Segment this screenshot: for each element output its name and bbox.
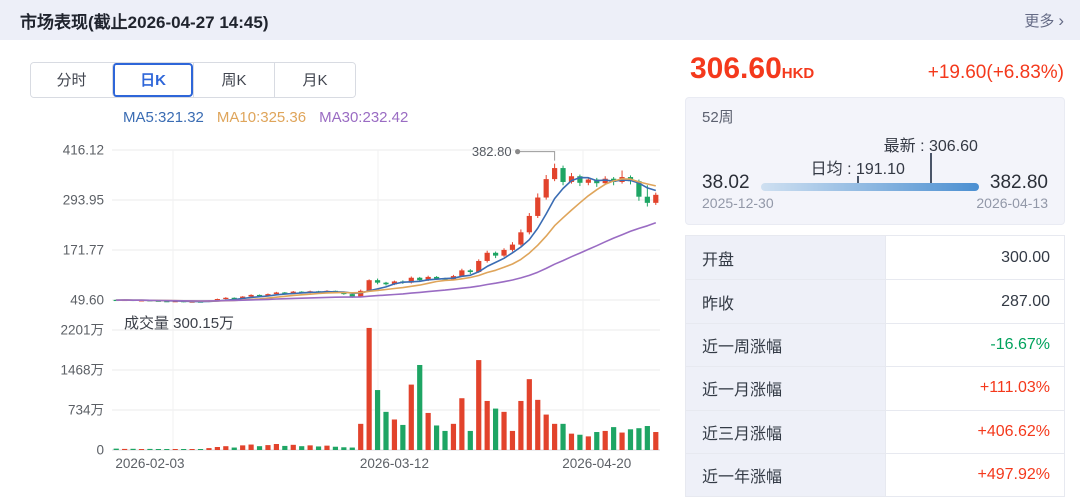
range-title: 52周 xyxy=(702,109,734,126)
period-tabs: 分时 日K 周K 月K xyxy=(30,62,356,98)
stat-label: 近一月涨幅 xyxy=(686,367,886,410)
stat-value: +497.92% xyxy=(977,466,1050,484)
stat-label: 近一年涨幅 xyxy=(686,453,886,497)
volume-title: 成交量 300.15万 xyxy=(124,314,234,332)
stat-label: 近三月涨幅 xyxy=(686,410,886,453)
svg-text:293.95: 293.95 xyxy=(63,193,104,208)
range-high-date: 2026-04-13 xyxy=(976,195,1048,211)
svg-text:734万: 734万 xyxy=(68,403,104,418)
tab-day-k[interactable]: 日K xyxy=(112,63,193,97)
range-low-value: 38.02 xyxy=(702,172,750,193)
more-label: 更多 xyxy=(1024,12,1055,30)
tab-month-k[interactable]: 月K xyxy=(274,63,355,97)
svg-text:49.60: 49.60 xyxy=(70,293,104,308)
stat-value: -16.67% xyxy=(990,335,1050,353)
ma-legend: MA5:321.32 MA10:325.36 MA30:232.42 xyxy=(123,109,408,126)
stat-value: +111.03% xyxy=(979,379,1050,397)
range-bar xyxy=(761,183,979,191)
last-price: 306.60 xyxy=(690,52,782,85)
stat-row: 近一年涨幅 +497.92% xyxy=(686,452,1064,497)
chevron-right-icon: › xyxy=(1058,10,1064,30)
candles xyxy=(113,163,659,303)
stat-row: 开盘 300.00 xyxy=(686,236,1064,280)
svg-text:1468万: 1468万 xyxy=(60,363,104,378)
stat-value: 287.00 xyxy=(1001,292,1050,310)
latest-marker-line xyxy=(929,153,932,191)
stat-value: 300.00 xyxy=(1001,248,1050,266)
more-link[interactable]: 更多 › xyxy=(1024,10,1064,31)
range-high-value: 382.80 xyxy=(989,172,1048,193)
stat-label: 昨收 xyxy=(686,280,886,323)
price-change: +19.60(+6.83%) xyxy=(927,62,1064,83)
volume-bars xyxy=(113,327,659,450)
svg-text:2201万: 2201万 xyxy=(60,323,104,338)
high-annotation: 382.80 xyxy=(472,144,512,159)
page-title: 市场表现(截止2026-04-27 14:45) xyxy=(20,12,269,32)
kline-svg: 416.12 293.95 171.77 49.60 2201万 1468万 734万 0 38… xyxy=(60,143,660,471)
svg-text:171.77: 171.77 xyxy=(63,243,104,258)
ma-legend-item: MA5:321.32 xyxy=(123,109,204,126)
x-axis-label: 2026-03-12 xyxy=(360,456,429,471)
stats-table: 开盘 300.00 昨收 287.00 近一周涨幅 -16.67% 近一月涨幅 +111.03… xyxy=(685,235,1065,498)
stat-label: 开盘 xyxy=(686,236,886,280)
svg-text:416.12: 416.12 xyxy=(63,143,104,158)
tab-minute[interactable]: 分时 xyxy=(31,63,112,97)
average-price-label: 日均 : 191.10 xyxy=(810,161,905,178)
ma-legend-item: MA10:325.36 xyxy=(216,109,307,126)
stat-row: 近三月涨幅 +406.62% xyxy=(686,409,1064,453)
stat-row: 近一月涨幅 +111.03% xyxy=(686,366,1064,410)
ma-legend-item: MA30:232.42 xyxy=(319,109,409,126)
currency-label: HKD xyxy=(781,65,815,82)
quote-row: 306.60HKD +19.60(+6.83%) xyxy=(690,52,1064,86)
stat-value: +406.62% xyxy=(977,422,1050,440)
stat-label: 近一周涨幅 xyxy=(686,323,886,367)
kline-chart[interactable]: 416.12 293.95 171.77 49.60 2201万 1468万 734万 0 38… xyxy=(20,128,680,478)
svg-text:0: 0 xyxy=(96,443,104,458)
x-axis-label: 2026-04-20 xyxy=(562,456,631,471)
range-low-date: 2025-12-30 xyxy=(702,195,774,211)
stat-row: 昨收 287.00 xyxy=(686,279,1064,323)
latest-price-label: 最新 : 306.60 xyxy=(883,138,978,155)
stat-row: 近一周涨幅 -16.67% xyxy=(686,322,1064,367)
tab-week-k[interactable]: 周K xyxy=(193,63,274,97)
widget-header: 市场表现(截止2026-04-27 14:45) 更多 › xyxy=(0,0,1080,40)
52week-range-card: 52周 最新 : 306.60 日均 : 191.10 38.02 2025-1… xyxy=(685,97,1065,225)
x-axis-label: 2026-02-03 xyxy=(115,456,184,471)
